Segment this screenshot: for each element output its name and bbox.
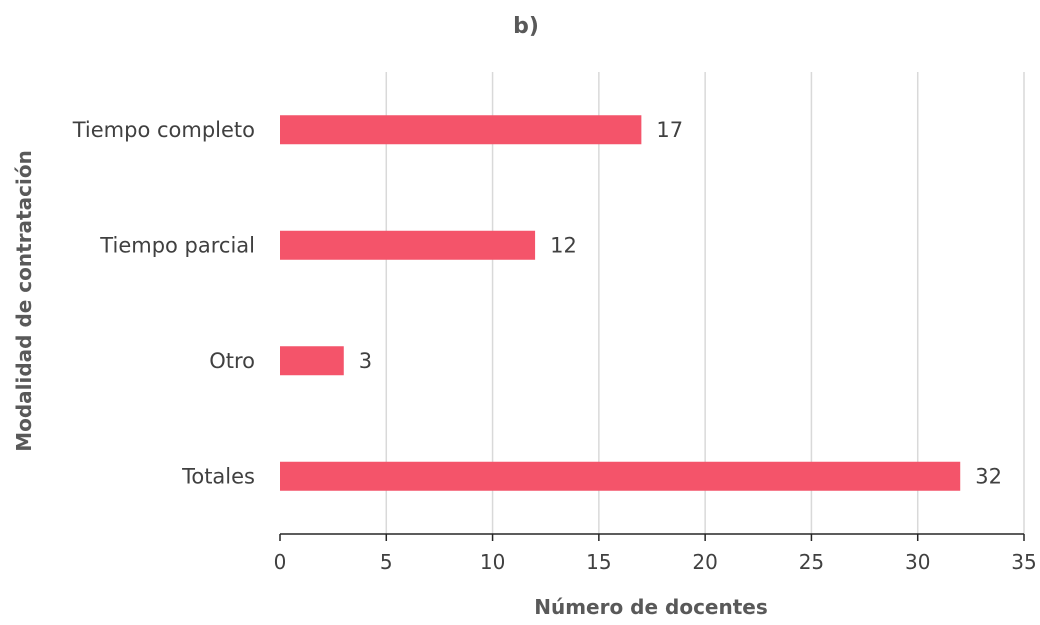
y-category-label: Otro — [209, 349, 255, 373]
x-tick-label: 10 — [480, 550, 505, 574]
chart-title: b) — [513, 14, 539, 39]
x-tick-label: 35 — [1011, 550, 1036, 574]
x-tick-label: 15 — [586, 550, 611, 574]
x-tick-label: 0 — [274, 550, 287, 574]
x-tick-label: 30 — [905, 550, 930, 574]
y-category-label: Tiempo completo — [72, 118, 255, 142]
labels: Tiempo completo 17 Tiempo parcial 12 Otro 3 To… — [72, 118, 1002, 489]
x-tick-label: 20 — [692, 550, 717, 574]
bar-value-label: 17 — [656, 118, 683, 142]
bar — [280, 461, 961, 491]
bar-value-label: 12 — [550, 233, 577, 257]
bar — [280, 346, 344, 376]
y-category-label: Tiempo parcial — [99, 233, 255, 257]
bar-value-label: 3 — [359, 349, 372, 373]
bar — [280, 230, 536, 260]
bar-value-label: 32 — [975, 464, 1002, 488]
bar — [280, 115, 642, 145]
y-category-label: Totales — [181, 464, 255, 488]
x-axis-title: Número de docentes — [534, 595, 768, 619]
y-axis-title: Modalidad de contratación — [12, 150, 36, 452]
x-tick-label: 25 — [799, 550, 824, 574]
gridlines — [385, 72, 1025, 534]
x-axis: 0 5 10 15 20 25 30 35 — [274, 533, 1037, 574]
x-tick-label: 5 — [380, 550, 393, 574]
bars — [280, 115, 961, 491]
